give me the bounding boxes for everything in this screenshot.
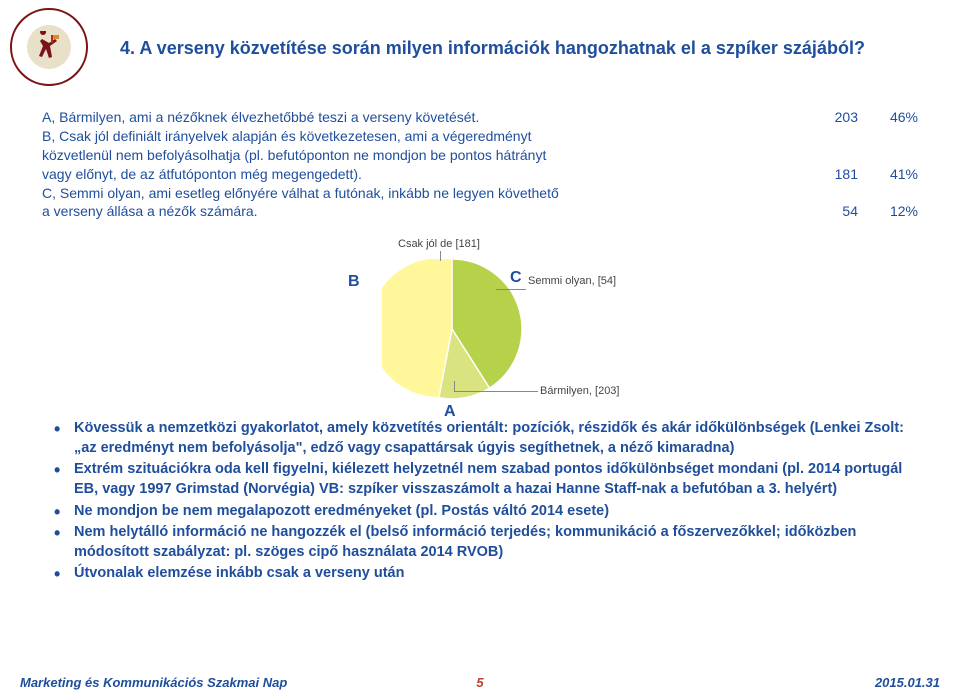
legend-b: Csak jól de [181]: [398, 237, 480, 252]
page-number: 5: [476, 675, 483, 690]
letter-c: C: [510, 267, 522, 289]
slide-title: 4. A verseny közvetítése során milyen in…: [120, 36, 920, 60]
option-c-text-2: a verseny állása a nézők számára.: [42, 202, 798, 221]
legend-c: Semmi olyan, [54]: [528, 274, 616, 289]
option-c-text-1: C, Semmi olyan, ami esetleg előnyére vál…: [42, 184, 798, 203]
slide-header: 4. A verseny közvetítése során milyen in…: [0, 0, 960, 96]
option-b-count: 181: [798, 165, 858, 184]
option-b-text-3: vagy előnyt, de az átfutóponton még mege…: [42, 165, 798, 184]
bullet-item: Ne mondjon be nem megalapozott eredménye…: [42, 502, 918, 522]
option-c-count: 54: [798, 202, 858, 221]
pie-svg: [382, 259, 522, 399]
bullet-item: Extrém szituációkra oda kell figyelni, k…: [42, 460, 918, 499]
option-b-text-2: közvetlenül nem befolyásolhatja (pl. bef…: [42, 146, 798, 165]
option-b-text-1: B, Csak jól definiált irányelvek alapján…: [42, 127, 798, 146]
option-c-pct: 12%: [858, 202, 918, 221]
bullet-item: Útvonalak elemzése inkább csak a verseny…: [42, 564, 918, 584]
option-a-text: A, Bármilyen, ami a nézőknek élvezhetőbb…: [42, 108, 798, 127]
pie-slice-a: [382, 259, 452, 398]
organization-logo: [10, 8, 90, 88]
recommendations-list: Kövessük a nemzetközi gyakorlatot, amely…: [0, 419, 960, 584]
option-a-count: 203: [798, 108, 858, 127]
option-a-pct: 46%: [858, 108, 918, 127]
legend-a: Bármilyen, [203]: [540, 384, 619, 399]
pie-chart: Csak jól de [181] Semmi olyan, [54] Bárm…: [42, 229, 918, 413]
option-b-pct: 41%: [858, 165, 918, 184]
letter-b: B: [348, 271, 360, 293]
footer-date: 2015.01.31: [484, 675, 940, 690]
footer-left: Marketing és Kommunikációs Szakmai Nap: [20, 675, 476, 690]
bullet-item: Nem helytálló információ ne hangozzék el…: [42, 523, 918, 562]
slide-footer: Marketing és Kommunikációs Szakmai Nap 5…: [0, 675, 960, 690]
bullet-item: Kövessük a nemzetközi gyakorlatot, amely…: [42, 419, 918, 458]
survey-results: A, Bármilyen, ami a nézőknek élvezhetőbb…: [0, 96, 960, 413]
